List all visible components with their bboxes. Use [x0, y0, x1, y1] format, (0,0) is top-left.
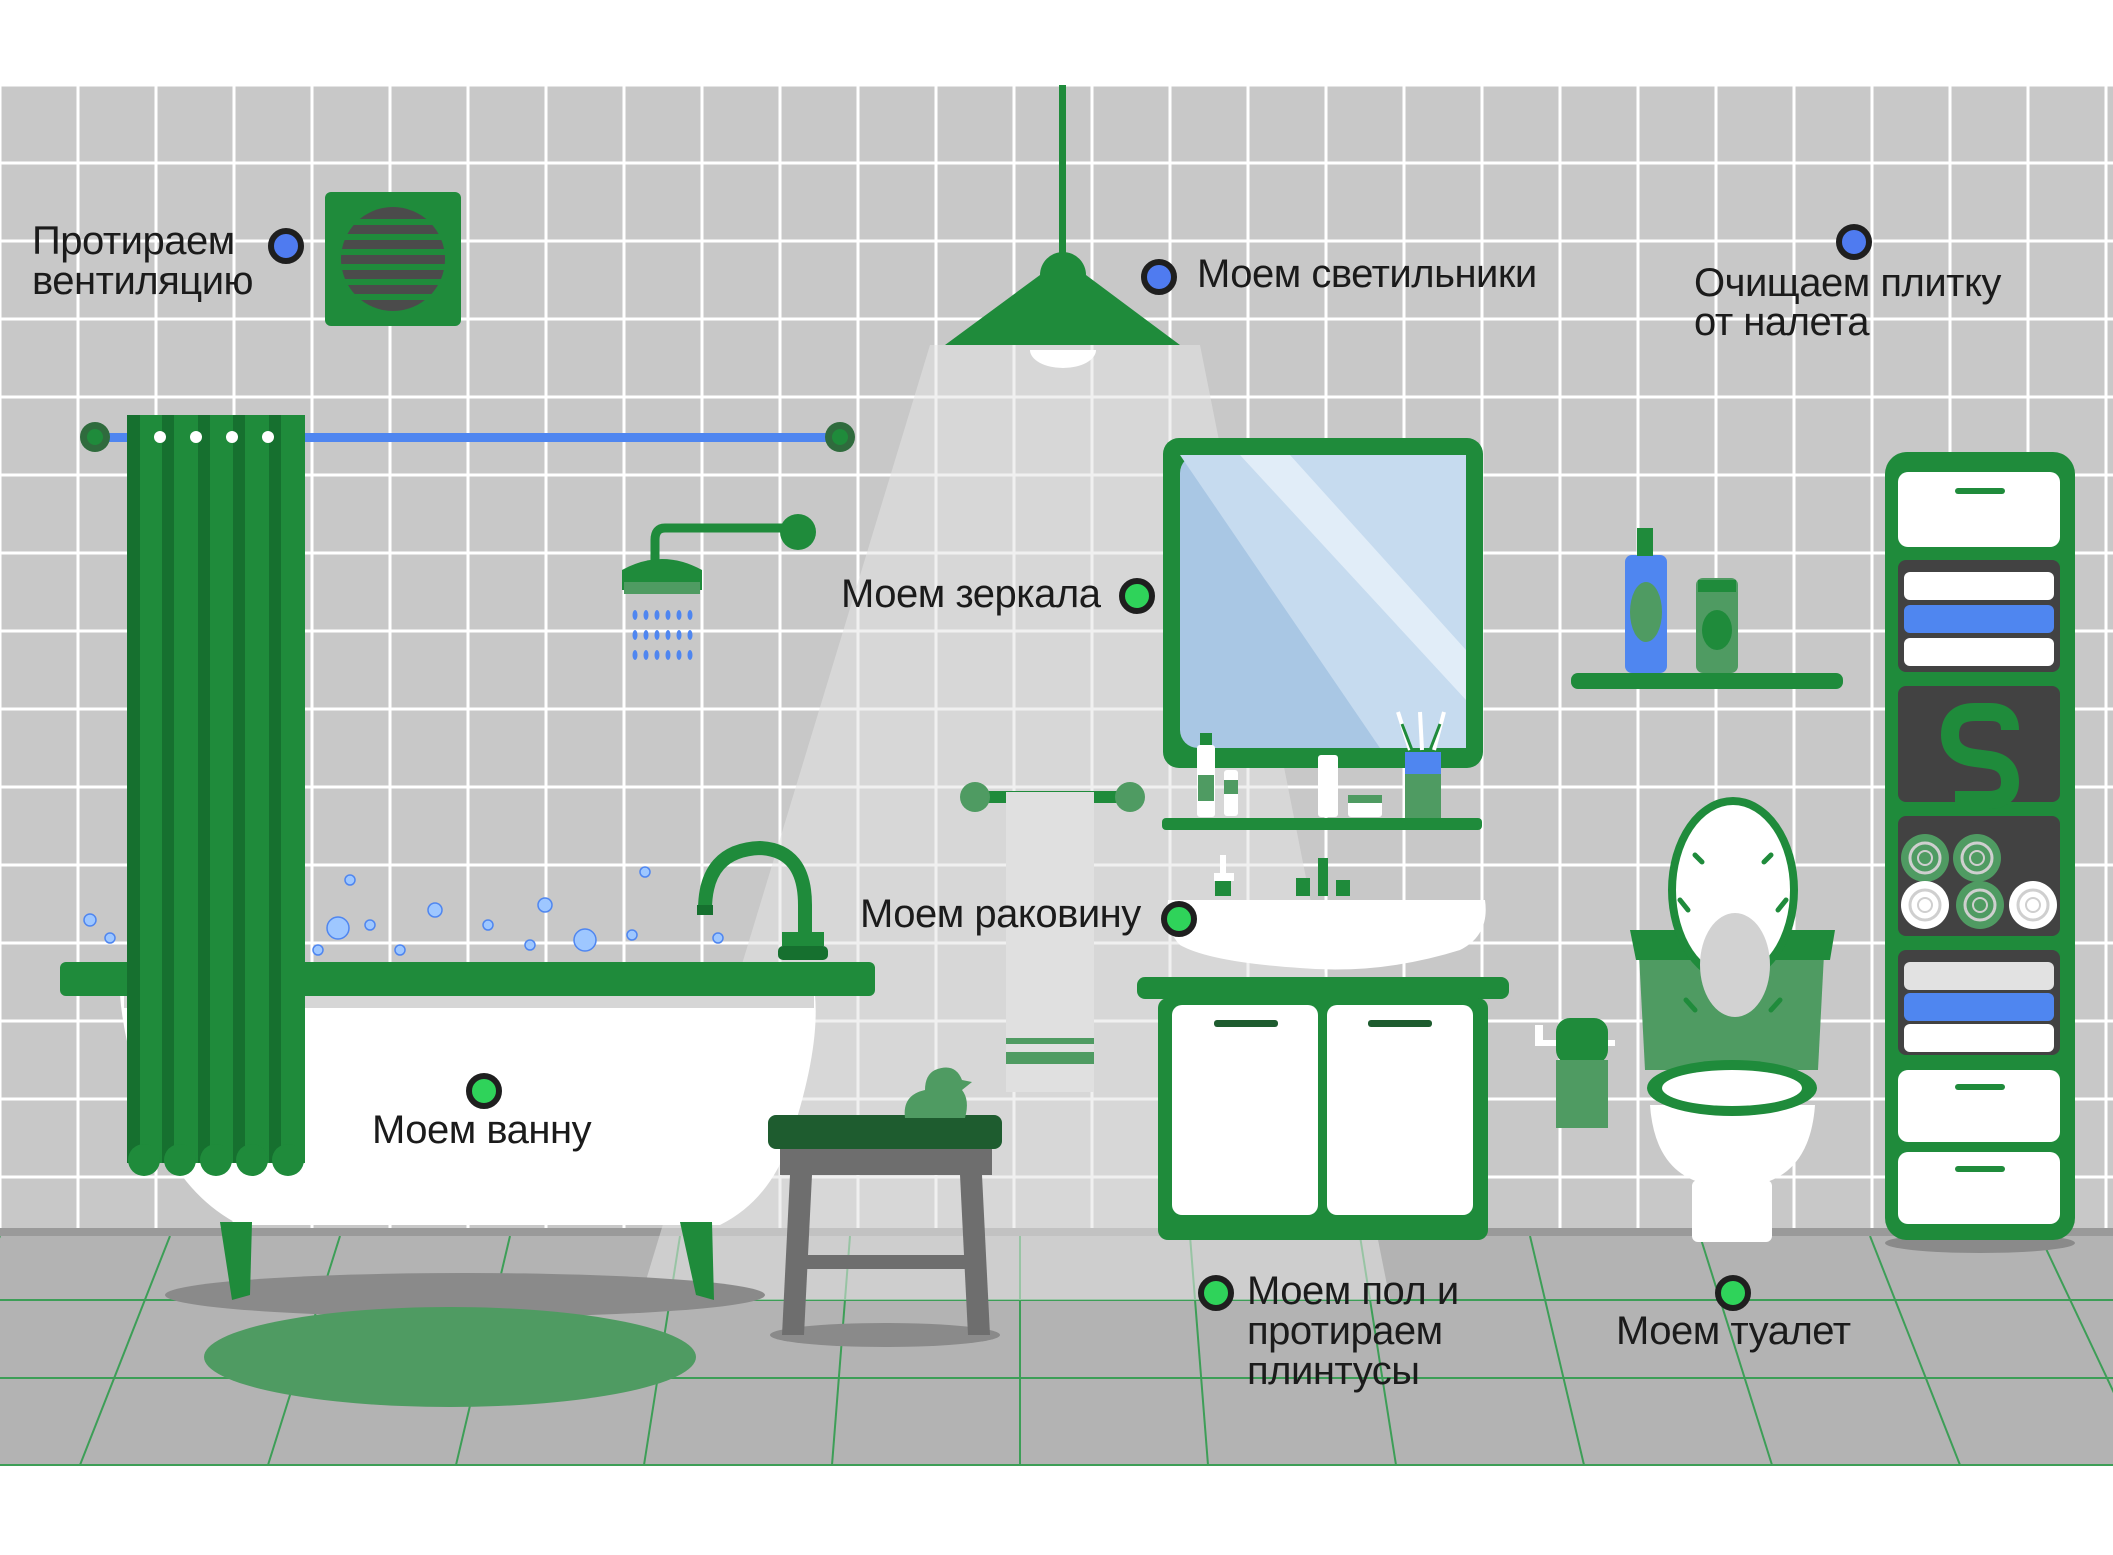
label-lights: Моем светильники — [1197, 252, 1537, 296]
label-tiles-line2: от налета — [1694, 300, 1870, 344]
label-floor-line1: Моем пол и — [1247, 1269, 1459, 1313]
label-sink: Моем раковину — [860, 892, 1141, 936]
sink-icon — [1167, 855, 1486, 970]
label-tiles-line1: Очищаем плитку — [1694, 261, 2001, 305]
shower-head-icon — [622, 514, 816, 660]
marker-tiles — [1836, 224, 1872, 260]
label-mirrors: Моем зеркала — [841, 572, 1101, 616]
label-floor-line3: плинтусы — [1247, 1349, 1420, 1393]
marker-ventilation — [268, 228, 304, 264]
label-floor-line2: протираем — [1247, 1309, 1443, 1353]
marker-toilet — [1715, 1275, 1751, 1311]
label-bath: Моем ванну — [372, 1108, 592, 1152]
toilet-icon — [1630, 797, 1835, 1242]
marker-floor — [1198, 1275, 1234, 1311]
sink-cabinet-icon — [1137, 977, 1509, 1240]
mirror-icon — [1162, 438, 1483, 830]
bottles-shelf-icon — [1571, 528, 1843, 689]
label-toilet: Моем туалет — [1616, 1309, 1851, 1353]
bath-rug-icon — [204, 1307, 696, 1407]
label-ventilation-line1: Протираем — [32, 219, 235, 263]
towel-icon — [960, 782, 1145, 1092]
shower-curtain-icon — [127, 415, 305, 1176]
marker-mirrors — [1119, 578, 1155, 614]
ventilation-fan-icon — [325, 192, 461, 326]
marker-lights — [1141, 259, 1177, 295]
shelf-cabinet-icon — [1885, 452, 2075, 1253]
ceiling-lamp-icon — [945, 85, 1180, 368]
marker-bath — [466, 1073, 502, 1109]
label-ventilation-line2: вентиляцию — [32, 259, 254, 303]
rubber-duck-icon — [904, 1067, 972, 1118]
stool-icon — [768, 1115, 1002, 1347]
marker-sink — [1161, 901, 1197, 937]
toilet-paper-icon — [1535, 1018, 1615, 1128]
